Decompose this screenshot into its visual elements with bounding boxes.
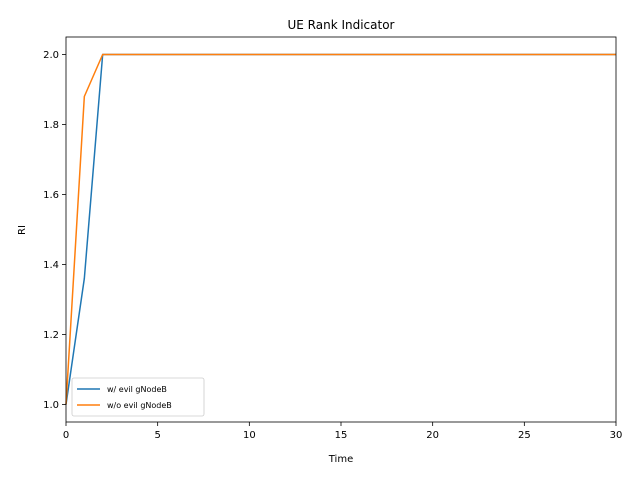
plot-area — [65, 53, 616, 405]
y-tick-label: 2.0 — [43, 50, 59, 61]
x-tick-label: 5 — [154, 430, 160, 441]
x-tick-label: 30 — [610, 430, 623, 441]
legend: w/ evil gNodeB w/o evil gNodeB — [71, 377, 205, 417]
y-tick-label: 1.4 — [43, 260, 59, 271]
x-tick-label: 0 — [63, 430, 69, 441]
x-tick-label: 25 — [518, 430, 531, 441]
x-tick-label: 10 — [243, 430, 256, 441]
legend-label-1: w/ evil gNodeB — [107, 385, 167, 394]
series-line-2 — [65, 53, 616, 405]
legend-label-2: w/o evil gNodeB — [107, 401, 172, 410]
chart-title: UE Rank Indicator — [287, 18, 394, 32]
y-tick-label: 1.2 — [43, 330, 59, 341]
y-tick-label: 1.8 — [43, 120, 59, 131]
x-tick-label: 15 — [335, 430, 348, 441]
legend-box — [71, 377, 205, 417]
y-tick-label: 1.6 — [43, 190, 59, 201]
y-tick-label: 1.0 — [43, 400, 59, 411]
x-tick-label: 20 — [426, 430, 439, 441]
y-axis-title: RI — [17, 225, 28, 235]
x-axis-title: Time — [328, 454, 353, 465]
axes: 0 5 10 15 20 25 30 1.0 1.2 1.4 1.6 1.8 2.0 — [43, 36, 623, 441]
